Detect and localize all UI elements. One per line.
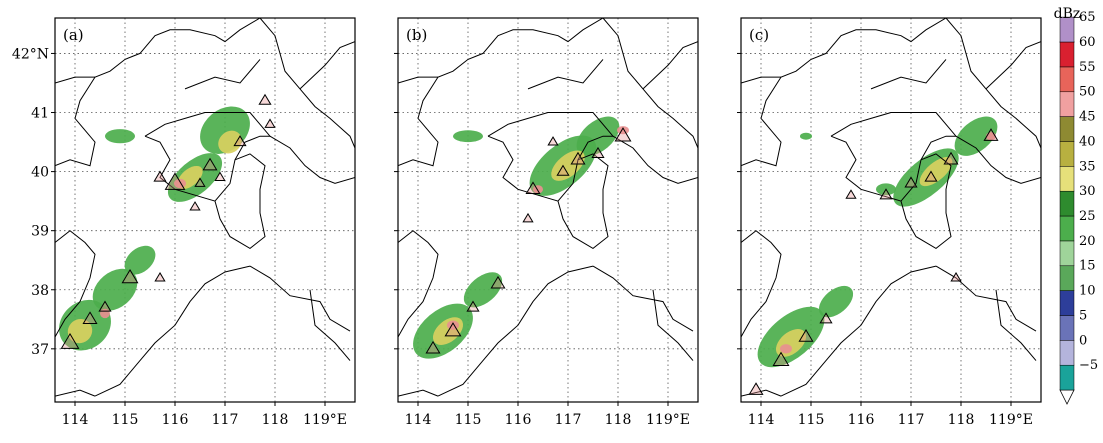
panel-label: (b): [406, 26, 427, 44]
colorbar-tick-label: 35: [1079, 159, 1096, 174]
lat-tick-label: 42°N: [12, 46, 49, 62]
lon-tick-label: 114: [62, 412, 89, 428]
panel-frame: [54, 17, 356, 403]
colorbar-tick-label: 10: [1079, 284, 1096, 299]
boundaries: [398, 18, 698, 397]
colorbar-segment: [1059, 116, 1075, 142]
colorbar-segment: [1059, 166, 1075, 192]
colorbar-segment: [1059, 315, 1075, 341]
colorbar-tick-label: 15: [1079, 259, 1096, 274]
colorbar-tick-label: 40: [1079, 134, 1096, 149]
lon-tick-label: 116: [162, 412, 189, 428]
lat-tick-label: 39: [31, 224, 49, 240]
colorbar-segment: [1059, 240, 1075, 267]
colorbar-tick-label: 60: [1079, 35, 1096, 50]
lon-tick-label: 119°E: [989, 412, 1033, 428]
panel-frame: [397, 17, 699, 403]
lon-tick-label: 114: [405, 412, 432, 428]
storm-markers: [60, 93, 276, 349]
lon-tick-label: 117: [898, 412, 925, 428]
colorbar-tick-label: 30: [1079, 184, 1096, 199]
colorbar-segment: [1059, 190, 1075, 217]
lon-tick-label: 114: [748, 412, 775, 428]
colorbar-tick-label: 0: [1079, 333, 1087, 348]
lon-tick-label: 115: [112, 412, 139, 428]
lon-tick-label: 119°E: [303, 412, 347, 428]
lon-tick-label: 115: [455, 412, 482, 428]
lon-tick-label: 115: [798, 412, 825, 428]
panel-label: (c): [749, 26, 769, 44]
lon-tick-label: 119°E: [646, 412, 690, 428]
colorbar-unit: dBz: [1054, 6, 1081, 22]
lat-tick-label: 41: [31, 106, 49, 122]
storm-markers: [425, 127, 632, 354]
colorbar-tick-label: 20: [1079, 234, 1096, 249]
colorbar-tick-label: 45: [1079, 110, 1096, 125]
colorbar-segment: [1059, 16, 1075, 43]
boundaries: [741, 18, 1041, 397]
colorbar-segment: [1059, 215, 1075, 242]
lon-tick-label: 117: [555, 412, 582, 428]
lat-tick-label: 38: [31, 283, 49, 299]
lon-tick-label: 118: [948, 412, 975, 428]
colorbar-tick-label: 55: [1079, 60, 1096, 75]
colorbar-segment: [1059, 41, 1075, 68]
colorbar-segment: [1059, 66, 1075, 93]
storm-markers: [748, 128, 999, 395]
colorbar-extend-bottom: [1059, 389, 1075, 405]
map-panel: (c) 114 115 116 117 118 119°E: [737, 17, 1042, 428]
radar-echo: [59, 106, 250, 351]
lat-tick-label: 40: [31, 165, 49, 181]
colorbar-segment: [1059, 141, 1075, 167]
colorbar-segment: [1059, 91, 1075, 117]
colorbar-segment: [1059, 364, 1075, 391]
colorbar-tick-label: −5: [1079, 358, 1098, 373]
colorbar-segment: [1059, 340, 1075, 366]
colorbar-tick-label: 5: [1079, 308, 1087, 323]
panel-label: (a): [63, 26, 84, 44]
colorbar-tick-label: 65: [1079, 10, 1096, 25]
lon-tick-label: 118: [605, 412, 632, 428]
lon-tick-label: 116: [505, 412, 532, 428]
colorbar-segment: [1059, 290, 1075, 316]
colorbar-tick-label: 50: [1079, 85, 1096, 100]
colorbar-segment: [1059, 265, 1075, 291]
lon-tick-label: 118: [262, 412, 289, 428]
lat-tick-label: 37: [31, 342, 49, 358]
graticule: [741, 18, 1041, 402]
colorbar-tick-label: 25: [1079, 209, 1096, 224]
panel-frame: [740, 17, 1042, 403]
lon-tick-label: 116: [848, 412, 875, 428]
lon-tick-label: 117: [212, 412, 239, 428]
map-panel: (b) 114 115 116 117 118 119°E: [394, 17, 699, 428]
map-panel: (a) 114 115 116 117 118 119°E 37 38 39 40 41 42°N: [12, 17, 356, 428]
